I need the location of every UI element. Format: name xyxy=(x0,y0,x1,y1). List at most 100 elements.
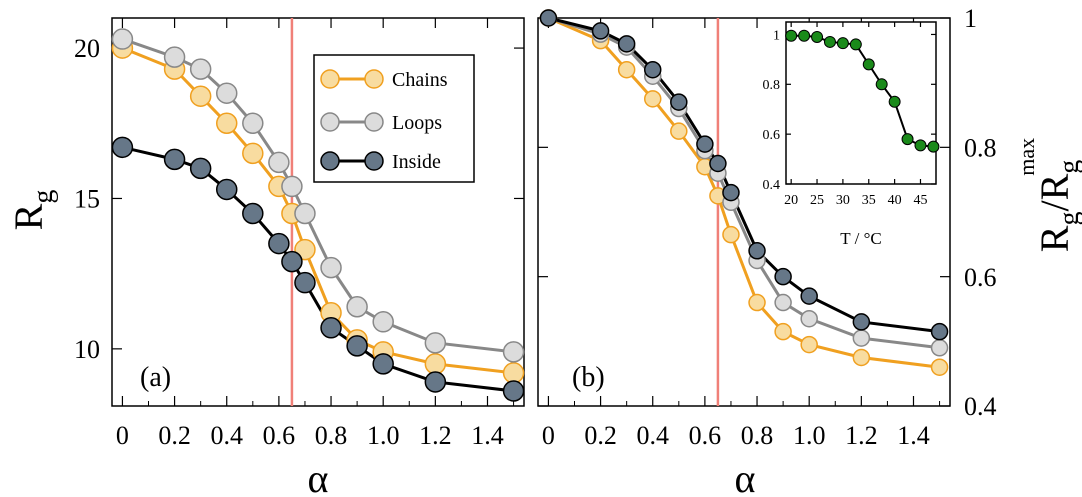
panel-b-point-inside xyxy=(670,93,688,111)
panel-a-point-chains xyxy=(242,142,264,165)
panel-b-point-loops xyxy=(852,329,871,347)
panel-a-point-loops xyxy=(215,82,238,104)
panel-a-point-chains xyxy=(424,353,447,375)
panel-a-x-tick-label: 1.4 xyxy=(471,421,504,450)
panel-b-frame xyxy=(537,17,951,407)
panel-a-ylabel-main: R xyxy=(6,203,51,230)
panel-b-point-loops xyxy=(930,339,949,357)
panel-a-point-inside xyxy=(215,178,238,201)
panel-a-point-loops xyxy=(111,28,134,50)
panel-b-x-tick-label: 0 xyxy=(542,421,555,450)
panel-b-ylabel-mid: /R xyxy=(1032,173,1077,211)
panel-a-point-inside xyxy=(111,136,134,159)
panel-a-ylabel-sub: g xyxy=(28,190,59,204)
panel-b-x-axis-label: α xyxy=(735,456,756,497)
inset-x-tick-label: 40 xyxy=(888,193,902,208)
panel-b-point-inside xyxy=(800,287,818,305)
legend-marker-inside-1 xyxy=(320,151,340,171)
legend-marker-chains-2 xyxy=(364,69,384,89)
panel-a-point-inside xyxy=(163,148,186,171)
panel-b-y-tick-label: 0.4 xyxy=(964,392,997,421)
inset-point-series-0 xyxy=(862,58,875,71)
inset-point-series-0 xyxy=(888,95,901,108)
panel-a-y-tick-label: 15 xyxy=(74,185,100,214)
inset-point-series-0 xyxy=(836,37,849,50)
legend-marker-inside-2 xyxy=(364,151,384,171)
panel-a-point-loops xyxy=(281,175,303,198)
inset-x-tick-label: 45 xyxy=(913,193,927,208)
panel-b-ylabel-sub: g xyxy=(1054,212,1082,226)
panel-a-x-tick-label: 0 xyxy=(116,421,129,450)
panel-b-point-chains xyxy=(930,358,949,376)
panel-a-y-axis-label: Rg xyxy=(6,190,59,231)
panel-b-point-chains xyxy=(774,322,792,341)
legend-marker-loops-1 xyxy=(320,112,340,132)
panel-b-point-chains xyxy=(670,122,688,140)
panel-b-point-inside xyxy=(539,9,558,27)
panel-a-point-inside xyxy=(502,380,525,402)
panel-b-point-loops xyxy=(800,309,818,328)
panel-a-point-chains xyxy=(502,362,525,384)
panel-a-point-inside xyxy=(372,353,394,375)
panel-a-label: (a) xyxy=(140,362,171,393)
inset-chart: 20 25 30 35 40 45 0.4 0.6 0.8 1 T / °C xyxy=(763,21,940,248)
panel-a-y-tick-label: 20 xyxy=(74,34,100,63)
legend-label-loops: Loops xyxy=(392,112,442,134)
panel-b-point-inside xyxy=(722,183,740,202)
panel-a-point-loops xyxy=(372,311,394,333)
panel-a-x-tick-label: 0.6 xyxy=(263,421,296,450)
panel-b-point-inside xyxy=(591,22,610,40)
panel-b-x-tick-label: 0.6 xyxy=(689,421,722,450)
panel-b-ylabel-main: R xyxy=(1032,225,1077,252)
panel-a-point-inside xyxy=(320,317,342,339)
panel-b-point-chains xyxy=(617,60,636,79)
panel-a-x-tick-label: 0.4 xyxy=(210,421,243,450)
panel-b-label: (b) xyxy=(572,362,605,393)
panel-a-point-inside xyxy=(424,371,447,393)
legend: Chains Loops Inside xyxy=(313,54,475,183)
legend-entry-loops: Loops xyxy=(320,112,442,134)
panel-b-point-inside xyxy=(930,322,949,341)
panel-a-point-loops xyxy=(189,58,212,80)
svg-text:Rg: Rg xyxy=(6,190,59,231)
legend-marker-chains-1 xyxy=(320,69,340,89)
legend-entry-chains: Chains xyxy=(320,69,448,91)
panel-a-x-axis-label: α xyxy=(308,456,329,497)
panel-a-frame xyxy=(111,17,525,407)
panel-b-point-chains xyxy=(643,90,662,108)
panel-a-point-chains xyxy=(189,85,212,107)
inset-point-series-0 xyxy=(875,78,888,91)
panel-b-point-chains xyxy=(722,225,740,244)
panel-b-x-tick-label: 0.8 xyxy=(741,421,774,450)
panel-a-x-tick-label: 0.2 xyxy=(158,421,191,450)
inset-point-series-0 xyxy=(849,38,862,51)
panel-a-point-loops xyxy=(502,341,525,363)
inset-frame xyxy=(785,21,937,185)
inset-point-series-0 xyxy=(823,35,836,48)
panel-b-point-inside xyxy=(852,313,871,331)
panel-a-point-chains xyxy=(215,112,238,135)
panel-a-line-inside xyxy=(122,145,514,393)
panel-b-point-chains xyxy=(852,348,871,367)
panel-b-x-tick-label: 1.2 xyxy=(845,421,878,450)
panel-b-point-inside xyxy=(774,267,792,286)
panel-a-point-loops xyxy=(346,295,368,318)
inset-x-tick-label: 30 xyxy=(836,193,850,208)
panel-b-y-tick-label: 1 xyxy=(964,4,977,33)
panel-a-point-loops xyxy=(268,151,290,174)
panel-b-y-tick-label: 0.6 xyxy=(964,263,997,292)
panel-b-y-tick-label: 0.8 xyxy=(964,133,997,162)
panel-b-point-inside xyxy=(643,60,662,79)
inset-point-series-0 xyxy=(914,139,927,152)
panel-b-point-chains xyxy=(748,293,766,312)
inset-x-axis-label: T / °C xyxy=(840,229,881,248)
panel-a-point-loops xyxy=(294,202,316,225)
inset-background xyxy=(786,22,936,184)
panel-a-x-tick-label: 1.0 xyxy=(367,421,400,450)
inset-point-series-0 xyxy=(811,30,824,43)
panel-a-point-inside xyxy=(242,202,264,225)
panel-a-point-inside xyxy=(189,157,212,180)
inset-point-series-0 xyxy=(901,133,914,146)
inset-y-tick-label: 0.6 xyxy=(763,128,781,143)
